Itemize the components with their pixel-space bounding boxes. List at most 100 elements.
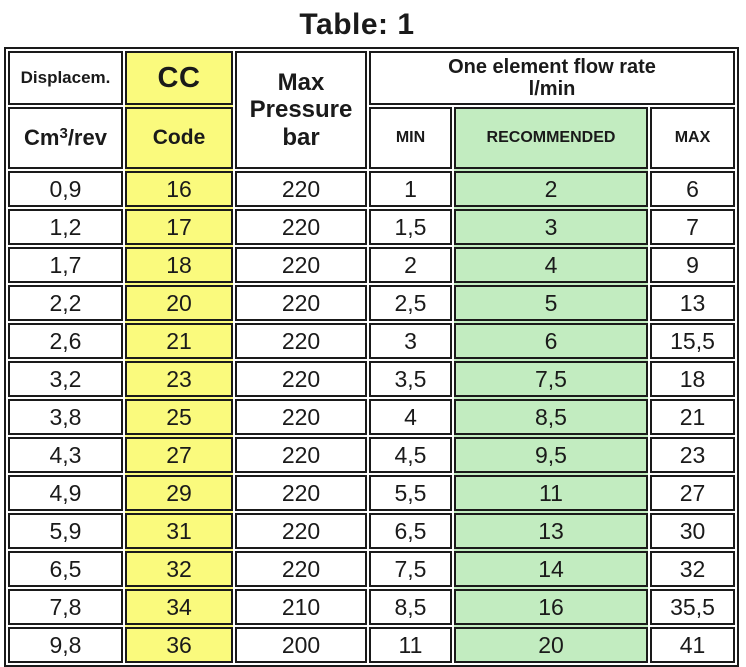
cell-code: 17 (125, 209, 233, 245)
green-column-band (454, 107, 648, 663)
table-row: 2,2 20 220 2,5 5 13 (8, 285, 736, 321)
table-row: 0,9 16 220 1 2 6 (8, 171, 736, 207)
cell-flow-min: 4 (369, 399, 452, 435)
cell-displacement: 5,9 (8, 513, 123, 549)
table-title: Table: 1 (299, 8, 415, 41)
cell-max-pressure: 220 (235, 475, 367, 511)
cell-flow-max: 27 (650, 475, 736, 511)
cell-flow-min: 1 (369, 171, 452, 207)
header-max: MAX (650, 107, 736, 169)
table-row: 9,8 36 200 11 20 41 (8, 627, 736, 663)
cell-flow-max: 9 (650, 247, 736, 283)
cell-flow-max: 30 (650, 513, 736, 549)
table-wrap: Displacem. CC Max Pressure bar One eleme… (4, 47, 740, 667)
unit-base: Cm (24, 125, 60, 150)
header-flow-rate: One element flow rate l/min (369, 51, 736, 105)
cell-flow-min: 2 (369, 247, 452, 283)
header-displacement-unit: Cm3/rev (8, 107, 123, 169)
cell-code: 23 (125, 361, 233, 397)
header-max-pressure-line1: Max (277, 68, 325, 96)
cell-code: 21 (125, 323, 233, 359)
cell-flow-min: 3 (369, 323, 452, 359)
table-row: 6,5 32 220 7,5 14 32 (8, 551, 736, 587)
cell-displacement: 9,8 (8, 627, 123, 663)
header-code: Code (125, 107, 233, 169)
cell-max-pressure: 210 (235, 589, 367, 625)
page: Table: 1 Displacem. CC Max Pressure bar (0, 8, 746, 667)
cell-flow-min: 5,5 (369, 475, 452, 511)
table-row: 5,9 31 220 6,5 13 30 (8, 513, 736, 549)
cell-flow-recommended: 2 (454, 171, 648, 207)
cell-code: 32 (125, 551, 233, 587)
cell-flow-min: 7,5 (369, 551, 452, 587)
table-row: 7,8 34 210 8,5 16 35,5 (8, 589, 736, 625)
cell-flow-recommended: 14 (454, 551, 648, 587)
header-max-pressure-line3: bar (282, 123, 320, 151)
cell-flow-min: 4,5 (369, 437, 452, 473)
cell-flow-min: 1,5 (369, 209, 452, 245)
header-cc: CC (125, 51, 233, 105)
cell-max-pressure: 220 (235, 361, 367, 397)
cell-displacement: 7,8 (8, 589, 123, 625)
cell-code: 29 (125, 475, 233, 511)
header-min: MIN (369, 107, 452, 169)
cell-flow-max: 13 (650, 285, 736, 321)
cell-code: 20 (125, 285, 233, 321)
table-row: 4,9 29 220 5,5 11 27 (8, 475, 736, 511)
cell-flow-max: 41 (650, 627, 736, 663)
cell-flow-max: 23 (650, 437, 736, 473)
cell-displacement: 0,9 (8, 171, 123, 207)
cell-max-pressure: 220 (235, 247, 367, 283)
cell-flow-recommended: 6 (454, 323, 648, 359)
cell-code: 31 (125, 513, 233, 549)
cell-flow-max: 21 (650, 399, 736, 435)
cell-flow-recommended: 9,5 (454, 437, 648, 473)
header-recommended: RECOMMENDED (454, 107, 648, 169)
cell-flow-recommended: 3 (454, 209, 648, 245)
unit-rest: /rev (67, 125, 107, 150)
header-max-pressure-line2: Pressure (249, 96, 353, 124)
cell-max-pressure: 220 (235, 323, 367, 359)
header-displacement: Displacem. (8, 51, 123, 105)
cell-flow-min: 2,5 (369, 285, 452, 321)
cell-code: 27 (125, 437, 233, 473)
table-row: 3,8 25 220 4 8,5 21 (8, 399, 736, 435)
cell-flow-recommended: 8,5 (454, 399, 648, 435)
cell-flow-recommended: 20 (454, 627, 648, 663)
cell-code: 34 (125, 589, 233, 625)
cell-flow-min: 3,5 (369, 361, 452, 397)
cell-flow-max: 18 (650, 361, 736, 397)
cell-code: 25 (125, 399, 233, 435)
cell-flow-recommended: 13 (454, 513, 648, 549)
cell-flow-min: 11 (369, 627, 452, 663)
cell-flow-recommended: 11 (454, 475, 648, 511)
header-flow-rate-unit: l/min (528, 78, 576, 100)
cell-displacement: 4,3 (8, 437, 123, 473)
header-max-pressure: Max Pressure bar (235, 51, 367, 169)
table-row: 3,2 23 220 3,5 7,5 18 (8, 361, 736, 397)
cell-max-pressure: 220 (235, 171, 367, 207)
cell-displacement: 3,2 (8, 361, 123, 397)
cell-displacement: 4,9 (8, 475, 123, 511)
cell-max-pressure: 200 (235, 627, 367, 663)
cell-flow-max: 32 (650, 551, 736, 587)
table-row: 1,2 17 220 1,5 3 7 (8, 209, 736, 245)
cell-max-pressure: 220 (235, 209, 367, 245)
cell-displacement: 2,2 (8, 285, 123, 321)
header-flow-rate-title: One element flow rate (448, 56, 656, 78)
cell-flow-min: 6,5 (369, 513, 452, 549)
cell-flow-max: 15,5 (650, 323, 736, 359)
cell-flow-max: 7 (650, 209, 736, 245)
data-table: Displacem. CC Max Pressure bar One eleme… (4, 47, 740, 667)
cell-max-pressure: 220 (235, 513, 367, 549)
cell-displacement: 1,7 (8, 247, 123, 283)
unit-superscript: 3 (59, 125, 68, 142)
header-row-2: Cm3/rev Code MIN RECOMMENDED MAX (8, 107, 736, 169)
cell-max-pressure: 220 (235, 437, 367, 473)
table-row: 4,3 27 220 4,5 9,5 23 (8, 437, 736, 473)
cell-flow-recommended: 4 (454, 247, 648, 283)
cell-flow-recommended: 7,5 (454, 361, 648, 397)
table-header: Displacem. CC Max Pressure bar One eleme… (8, 51, 736, 169)
cell-max-pressure: 220 (235, 285, 367, 321)
cell-code: 36 (125, 627, 233, 663)
